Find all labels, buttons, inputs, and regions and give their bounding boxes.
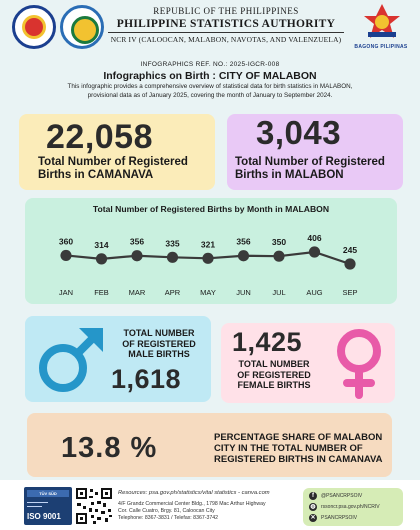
male-label-line2: OF REGISTERED [122,338,196,349]
share-label-line2: CITY IN THE TOTAL NUMBER OF [214,443,363,454]
x-tick-feb: FEB [94,288,109,297]
website-url: rssoncr.psa.gov.ph/NCRIV [321,504,380,510]
data-point-feb [95,253,108,265]
camanava-label-line2: Births in CAMANAVA [38,169,154,181]
facebook-icon: f [309,492,317,500]
x-tick-may: MAY [200,288,216,297]
x-tick-mar: MAR [129,288,146,297]
data-label-jun: 356 [236,237,250,247]
data-point-jan [60,249,72,262]
page-title: Infographics on Birth : CITY OF MALABON [103,70,317,82]
data-point-may [202,252,214,264]
x-tick-jul: JUL [272,288,285,297]
twitter-link[interactable]: ✕ PSANCRPSOIV [309,514,357,522]
male-births-label: TOTAL NUMBER OF REGISTERED MALE BIRTHS [111,328,207,360]
region-seal-logo [12,5,56,49]
sources-text: Resources: psa.gov.ph/statistics/vital s… [118,490,270,496]
data-point-jun [237,250,250,262]
social-links: f @PSANCRPSOIV ◍ rssoncr.psa.gov.ph/NCRI… [303,488,403,526]
psa-logo [60,5,104,49]
description: This infographic provides a comprehensiv… [67,83,353,99]
data-label-aug: 406 [307,233,321,243]
data-label-feb: 314 [94,240,108,250]
share-card: 13.8 % PERCENTAGE SHARE OF MALABON CITY … [27,413,392,477]
male-births-card: TOTAL NUMBER OF REGISTERED MALE BIRTHS 1… [25,316,211,402]
data-point-mar [131,250,143,262]
address-line2: Cor. Calle Cuatro, Brgy. 81, Caloocan Ci… [118,508,215,515]
agency-name: PHILIPPINE STATISTICS AUTHORITY [116,18,336,30]
female-births-label: TOTAL NUMBER OF REGISTERED FEMALE BIRTHS [226,359,322,391]
share-value: 13.8 % [61,432,158,464]
bagong-pilipinas-emblem [364,4,400,38]
camanava-births-card: 22,058 Total Number of Registered Births… [19,114,215,190]
contact-numbers: Telephone: 8367-3831 / Telefax: 8367-374… [118,515,218,522]
malabon-label-line2: Births in MALABON [235,169,344,181]
header: REPUBLIC OF THE PHILIPPINES PHILIPPINE S… [0,0,420,58]
iso-fineprint: ▬▬▬▬▬▬▬ ▬▬▬▬▬ [27,500,48,508]
monthly-births-chart: Total Number of Registered Births by Mon… [25,198,397,304]
data-point-jul [273,250,285,262]
office-name: NCR IV (CALOOCAN, MALABON, NAVOTAS, AND … [110,35,342,44]
data-point-aug [308,246,321,258]
facebook-handle: @PSANCRPSOIV [321,493,363,499]
data-label-mar: 356 [130,237,144,247]
iso-certification-badge: TÜV SÜD ▬▬▬▬▬▬▬ ▬▬▬▬▬ ISO 9001 [24,487,72,525]
header-divider [108,32,344,33]
data-label-jan: 360 [59,236,73,246]
facebook-link[interactable]: f @PSANCRPSOIV [309,492,362,500]
share-label-line1: PERCENTAGE SHARE OF MALABON [214,432,383,443]
bagong-pilipinas-logo: BAGONG PILIPINAS [350,2,412,54]
data-label-may: 321 [201,239,215,249]
female-label-line2: OF REGISTERED [237,369,311,380]
x-icon: ✕ [309,514,317,522]
female-label-line3: FEMALE BIRTHS [237,380,311,390]
x-tick-apr: APR [165,288,181,297]
chart-title: Total Number of Registered Births by Mon… [92,204,330,214]
agency-heading: REPUBLIC OF THE PHILIPPINES PHILIPPINE S… [108,6,344,44]
website-link[interactable]: ◍ rssoncr.psa.gov.ph/NCRIV [309,503,380,511]
female-symbol-icon [337,329,381,399]
male-symbol-icon [39,328,103,392]
qr-code[interactable] [75,487,113,525]
x-tick-jan: JAN [59,288,73,297]
female-births-value: 1,425 [232,327,303,357]
reference-number: INFOGRAPHICS REF. NO.: 2025-IGCR-008 [140,61,280,68]
republic-text: REPUBLIC OF THE PHILIPPINES [153,6,299,16]
x-tick-jun: JUN [236,288,251,297]
bagong-pilipinas-label: BAGONG PILIPINAS [354,44,408,50]
data-label-jul: 350 [272,237,286,247]
camanava-label-line1: Total Number of Registered [38,156,188,168]
iso-certifier: TÜV SÜD [27,490,69,497]
twitter-handle: PSANCRPSOIV [321,515,358,521]
share-label-line3: REGISTERED BIRTHS IN CAMANAVA [214,454,383,465]
data-label-apr: 335 [165,238,179,248]
data-label-sep: 245 [343,245,357,255]
x-tick-sep: SEP [342,288,357,297]
camanava-births-value: 22,058 [46,118,153,156]
female-label-line1: TOTAL NUMBER [238,359,310,369]
address-line1: 4/F Grandz Commercial Center Bldg., 1798… [118,501,266,507]
share-label: PERCENTAGE SHARE OF MALABON CITY IN THE … [214,432,386,465]
data-point-apr [166,251,179,263]
malabon-births-value: 3,043 [256,114,342,151]
globe-icon: ◍ [309,503,317,511]
office-address: 4/F Grandz Commercial Center Bldg., 1798… [118,501,266,523]
iso-label: ISO 9001 [27,512,61,521]
male-births-value: 1,618 [111,364,182,394]
data-point-sep [344,258,356,270]
female-births-card: 1,425 TOTAL NUMBER OF REGISTERED FEMALE … [221,323,395,403]
camanava-births-label: Total Number of Registered Births in CAM… [38,156,188,182]
malabon-label-line1: Total Number of Registered [235,156,385,168]
x-tick-aug: AUG [306,288,322,297]
malabon-births-label: Total Number of Registered Births in MAL… [235,156,385,182]
male-label-line1: TOTAL NUMBER [123,328,195,338]
line-chart-svg: 360 JAN 314 FEB 356 MAR 335 APR 321 MAY 356 JUN 350 J… [59,233,358,297]
male-label-line3: MALE BIRTHS [128,349,190,359]
malabon-births-card: 3,043 Total Number of Registered Births … [227,114,403,190]
